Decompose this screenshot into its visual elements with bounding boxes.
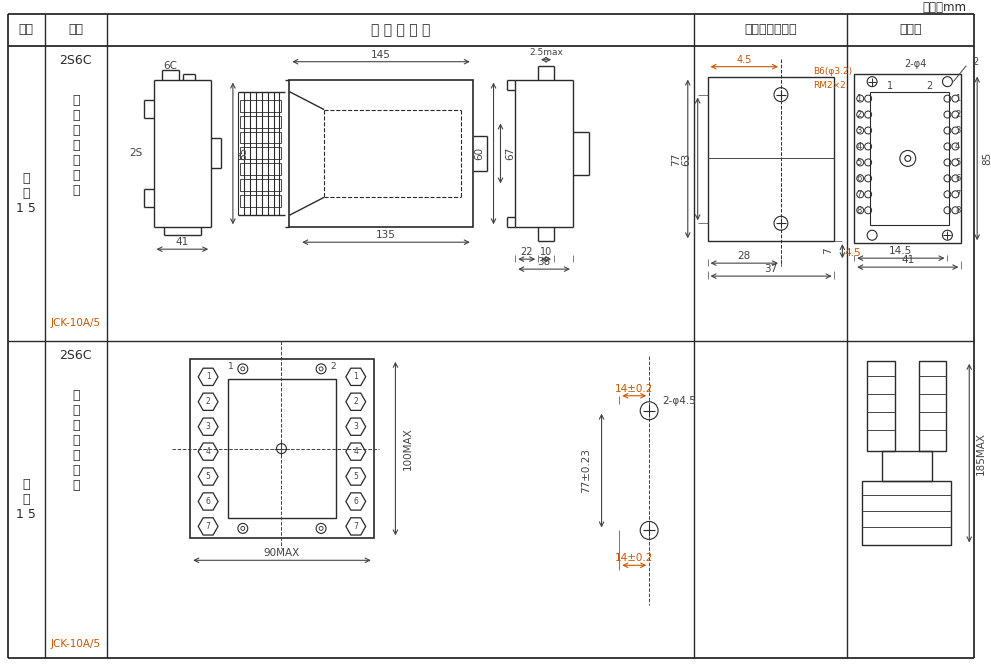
Text: 14±0.2: 14±0.2 [615, 553, 653, 563]
Bar [240, 131, 281, 143]
Text: 3: 3 [354, 422, 358, 431]
Text: RM2×2: RM2×2 [813, 81, 845, 90]
Text: 2: 2 [955, 110, 960, 119]
Text: 4: 4 [955, 142, 960, 151]
Text: 100MAX: 100MAX [402, 427, 412, 470]
Bar [240, 196, 281, 207]
Text: 67: 67 [505, 147, 515, 160]
Bar [190, 359, 374, 539]
Text: 37: 37 [764, 264, 778, 274]
Text: 77: 77 [671, 152, 681, 165]
Bar [854, 74, 961, 243]
Text: 图号: 图号 [19, 23, 34, 36]
Bar [919, 361, 946, 451]
Text: 38: 38 [537, 257, 551, 267]
Text: 14.5: 14.5 [889, 246, 913, 256]
Text: 凸
出
式
板
前
接
线: 凸 出 式 板 前 接 线 [72, 389, 79, 492]
Text: 4.5: 4.5 [844, 248, 860, 258]
Text: 41: 41 [901, 255, 915, 265]
Text: JCK-10A/5: JCK-10A/5 [51, 639, 101, 649]
Text: 2: 2 [972, 57, 978, 67]
Text: 2: 2 [927, 80, 933, 90]
Bar [240, 115, 281, 127]
Text: 1: 1 [354, 373, 358, 381]
Text: 2S6C: 2S6C [59, 349, 92, 362]
Text: JCK-10A/5: JCK-10A/5 [51, 318, 101, 328]
Bar [867, 361, 895, 451]
Text: 3: 3 [955, 126, 960, 135]
Text: 6: 6 [354, 497, 358, 506]
Text: 安装开孔尺寸图: 安装开孔尺寸图 [744, 23, 797, 36]
Text: 85: 85 [238, 147, 248, 160]
Text: 8: 8 [955, 206, 960, 215]
Text: 85: 85 [982, 152, 991, 165]
Bar [882, 451, 932, 480]
Text: 结构: 结构 [68, 23, 83, 36]
Text: 14±0.2: 14±0.2 [615, 384, 653, 394]
Text: 1: 1 [206, 373, 210, 381]
Text: 77±0.23: 77±0.23 [581, 448, 591, 493]
Text: 7: 7 [824, 248, 833, 255]
Text: 6: 6 [856, 174, 861, 183]
Text: 附
图
1 5: 附 图 1 5 [16, 478, 37, 521]
Bar [240, 180, 281, 192]
Text: 4: 4 [856, 142, 861, 151]
Text: 7: 7 [856, 190, 861, 199]
Text: 端子图: 端子图 [900, 23, 922, 36]
Bar [228, 379, 336, 519]
Text: 2-φ4: 2-φ4 [905, 59, 927, 69]
Text: 5: 5 [206, 472, 210, 481]
Bar [862, 480, 951, 545]
Bar [870, 92, 949, 225]
Text: B6(φ3.2): B6(φ3.2) [813, 67, 852, 76]
Text: 8: 8 [856, 206, 861, 215]
Text: 22: 22 [520, 247, 533, 257]
Bar [289, 80, 473, 227]
Text: 135: 135 [376, 230, 396, 241]
Text: 2: 2 [856, 110, 861, 119]
Text: 4: 4 [206, 447, 210, 456]
Text: 外 形 尺 寸 图: 外 形 尺 寸 图 [371, 23, 430, 37]
Text: 10: 10 [540, 247, 552, 257]
Text: 185MAX: 185MAX [976, 431, 986, 474]
Text: 145: 145 [371, 50, 391, 60]
Text: 2: 2 [206, 397, 210, 406]
Text: 7: 7 [955, 190, 960, 199]
Text: 63: 63 [681, 152, 691, 165]
Bar [240, 163, 281, 176]
Text: 4.5: 4.5 [736, 55, 752, 65]
Text: 2: 2 [354, 397, 358, 406]
Text: 41: 41 [175, 237, 189, 247]
Text: 2S: 2S [129, 149, 143, 158]
Text: 5: 5 [856, 158, 861, 167]
Bar [708, 76, 834, 241]
Text: 2S6C: 2S6C [59, 54, 92, 67]
Text: 5: 5 [354, 472, 358, 481]
Text: 1: 1 [887, 80, 893, 90]
Text: 附
图
1 5: 附 图 1 5 [16, 172, 37, 215]
Text: 90MAX: 90MAX [264, 548, 300, 558]
Text: 6: 6 [955, 174, 960, 183]
Text: 凸
出
式
板
后
接
线: 凸 出 式 板 后 接 线 [72, 94, 79, 197]
Text: 7: 7 [354, 522, 358, 531]
Text: 1: 1 [856, 94, 861, 103]
Text: 7: 7 [206, 522, 210, 531]
Text: 1: 1 [955, 94, 960, 103]
Text: 6C: 6C [164, 61, 177, 71]
Bar [240, 147, 281, 159]
Text: 3: 3 [206, 422, 210, 431]
Text: 单位：mm: 单位：mm [923, 1, 966, 14]
Text: 4: 4 [354, 447, 358, 456]
Text: 2-φ4.5: 2-φ4.5 [662, 396, 696, 406]
Text: 2.5max: 2.5max [529, 48, 563, 57]
Text: 60: 60 [475, 147, 485, 160]
Text: 1: 1 [228, 362, 234, 371]
Bar [240, 100, 281, 112]
Text: 6: 6 [206, 497, 210, 506]
Text: 5: 5 [955, 158, 960, 167]
Text: 3: 3 [856, 126, 861, 135]
Text: 2: 2 [330, 362, 336, 371]
Text: 28: 28 [737, 251, 751, 261]
